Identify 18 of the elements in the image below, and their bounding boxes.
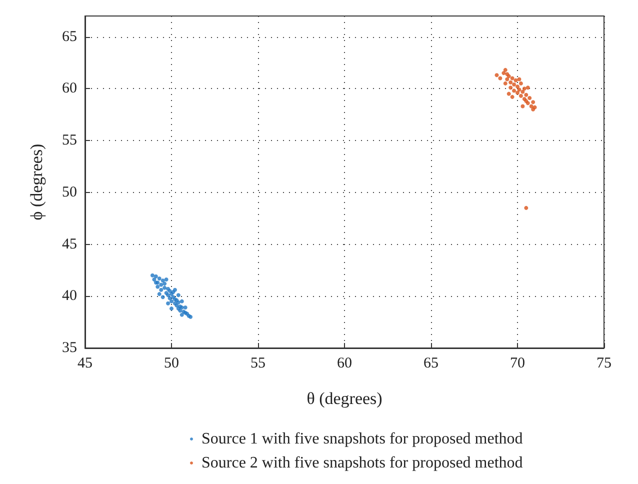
y-tick-label: 65 bbox=[62, 28, 77, 45]
y-tick-label: 55 bbox=[62, 132, 77, 148]
y-tick-label: 45 bbox=[62, 236, 77, 252]
x-tick-label: 50 bbox=[164, 356, 179, 372]
y-tick-label: 35 bbox=[62, 340, 77, 356]
x-tick-label: 65 bbox=[424, 356, 438, 372]
y-tick-label: 60 bbox=[62, 80, 77, 97]
x-tick-label: 75 bbox=[596, 356, 612, 372]
x-tick-label: 55 bbox=[250, 356, 266, 372]
legend-label: Source 2 with five snapshots for proposed method bbox=[202, 454, 523, 472]
x-tick-label: 70 bbox=[510, 356, 525, 372]
y-tick-label: 40 bbox=[62, 288, 77, 304]
y-axis-title: ϕ (degrees) bbox=[27, 144, 46, 220]
x-tick-label: 45 bbox=[78, 356, 92, 372]
y-tick-label: 50 bbox=[62, 184, 77, 200]
x-axis-title: θ (degrees) bbox=[306, 389, 382, 408]
x-tick-label: 60 bbox=[337, 356, 352, 372]
legend-label: Source 1 with five snapshots for proposed method bbox=[202, 430, 523, 448]
